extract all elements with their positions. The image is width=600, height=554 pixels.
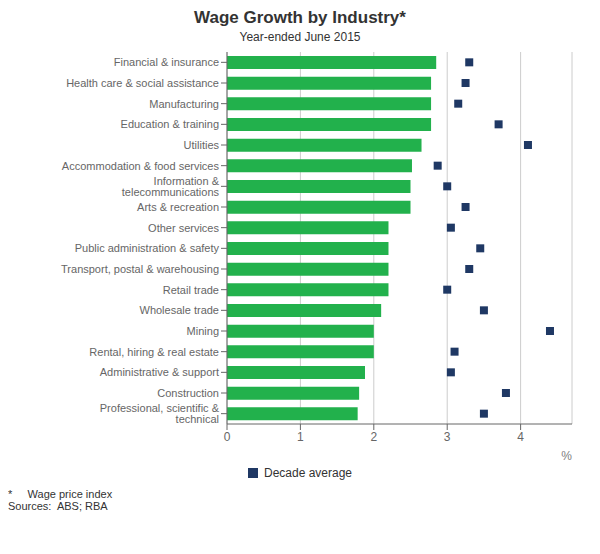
svg-text:Financial & insurance: Financial & insurance (114, 56, 219, 68)
svg-text:Information &telecommunication: Information &telecommunications (122, 175, 220, 198)
html-text:* Wage price index: * Wage price index (8, 488, 113, 500)
svg-text:Arts & recreation: Arts & recreation (137, 201, 219, 213)
svg-text:Accommodation & food services: Accommodation & food services (62, 160, 220, 172)
html-text:Wage Growth by Industry*: Wage Growth by Industry* (194, 8, 406, 27)
svg-text:Utilities: Utilities (184, 139, 220, 151)
svg-text:4: 4 (517, 430, 524, 444)
svg-text:Wholesale trade: Wholesale trade (140, 304, 220, 316)
svg-text:Manufacturing: Manufacturing (149, 98, 219, 110)
html-text:Sources: ABS; RBA: Sources: ABS; RBA (8, 500, 108, 512)
svg-text:3: 3 (444, 430, 451, 444)
svg-text:%: % (561, 449, 572, 463)
svg-text:Education & training: Education & training (121, 118, 219, 130)
svg-text:Other services: Other services (148, 222, 219, 234)
svg-text:2: 2 (370, 430, 377, 444)
svg-text:Construction: Construction (157, 387, 219, 399)
svg-text:Mining: Mining (187, 325, 219, 337)
svg-text:0: 0 (224, 430, 231, 444)
svg-text:Professional, scientific &tech: Professional, scientific &technical (100, 402, 220, 425)
svg-text:1: 1 (297, 430, 304, 444)
svg-text:Rental, hiring & real estate: Rental, hiring & real estate (89, 346, 219, 358)
svg-text:Public administration & safety: Public administration & safety (75, 242, 220, 254)
svg-text:Retail trade: Retail trade (163, 284, 219, 296)
svg-text:Transport, postal & warehousin: Transport, postal & warehousing (61, 263, 219, 275)
html-text:Year-ended June 2015: Year-ended June 2015 (239, 30, 361, 44)
svg-text:Health care & social assistanc: Health care & social assistance (66, 77, 219, 89)
svg-text:Administrative & support: Administrative & support (100, 366, 219, 378)
html-text:Decade average: Decade average (264, 466, 352, 480)
